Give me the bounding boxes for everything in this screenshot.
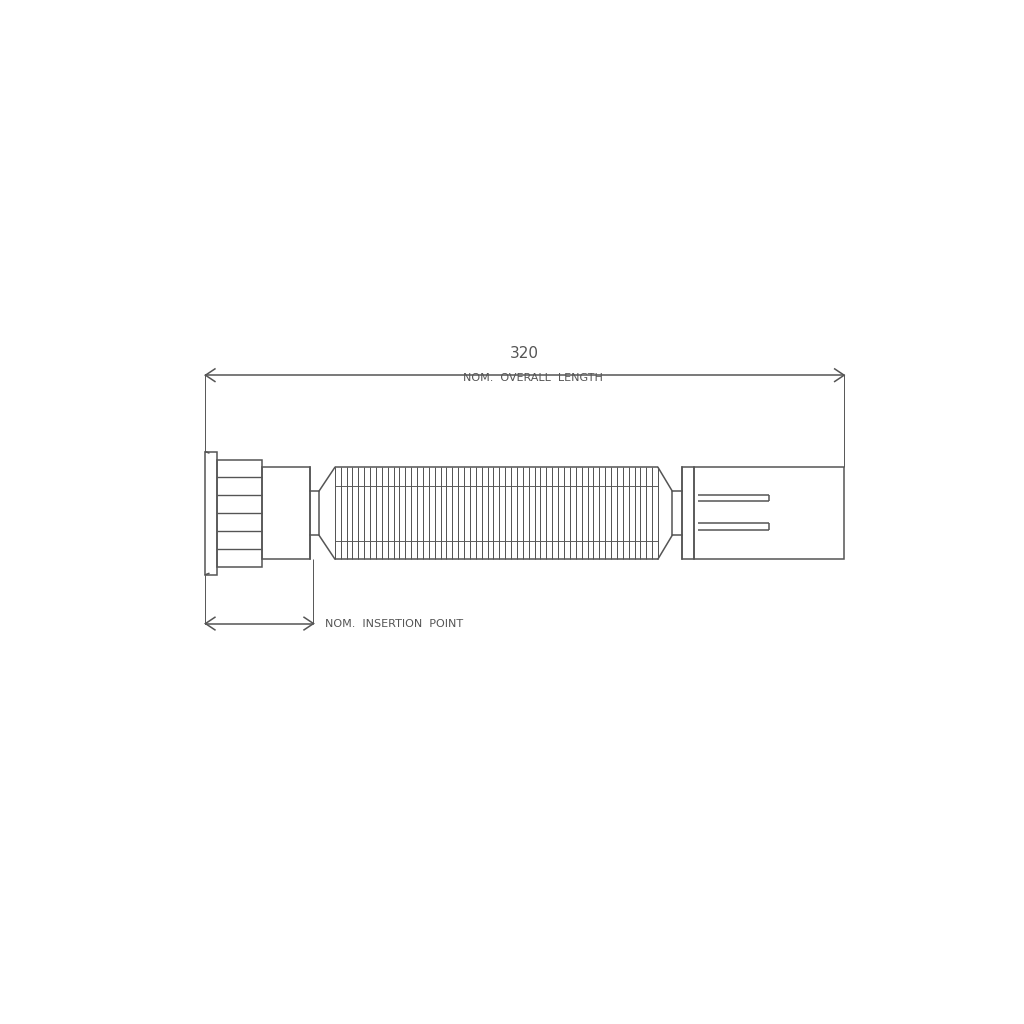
Text: NOM.  INSERTION  POINT: NOM. INSERTION POINT: [326, 618, 464, 629]
Bar: [672, 492, 682, 536]
Bar: [694, 467, 844, 559]
Text: NOM.  OVERALL  LENGTH: NOM. OVERALL LENGTH: [463, 373, 602, 383]
Bar: [206, 452, 216, 574]
Bar: [216, 460, 262, 567]
Bar: [262, 467, 309, 559]
Bar: [309, 492, 319, 536]
Text: 320: 320: [510, 346, 540, 361]
Bar: [682, 467, 694, 559]
